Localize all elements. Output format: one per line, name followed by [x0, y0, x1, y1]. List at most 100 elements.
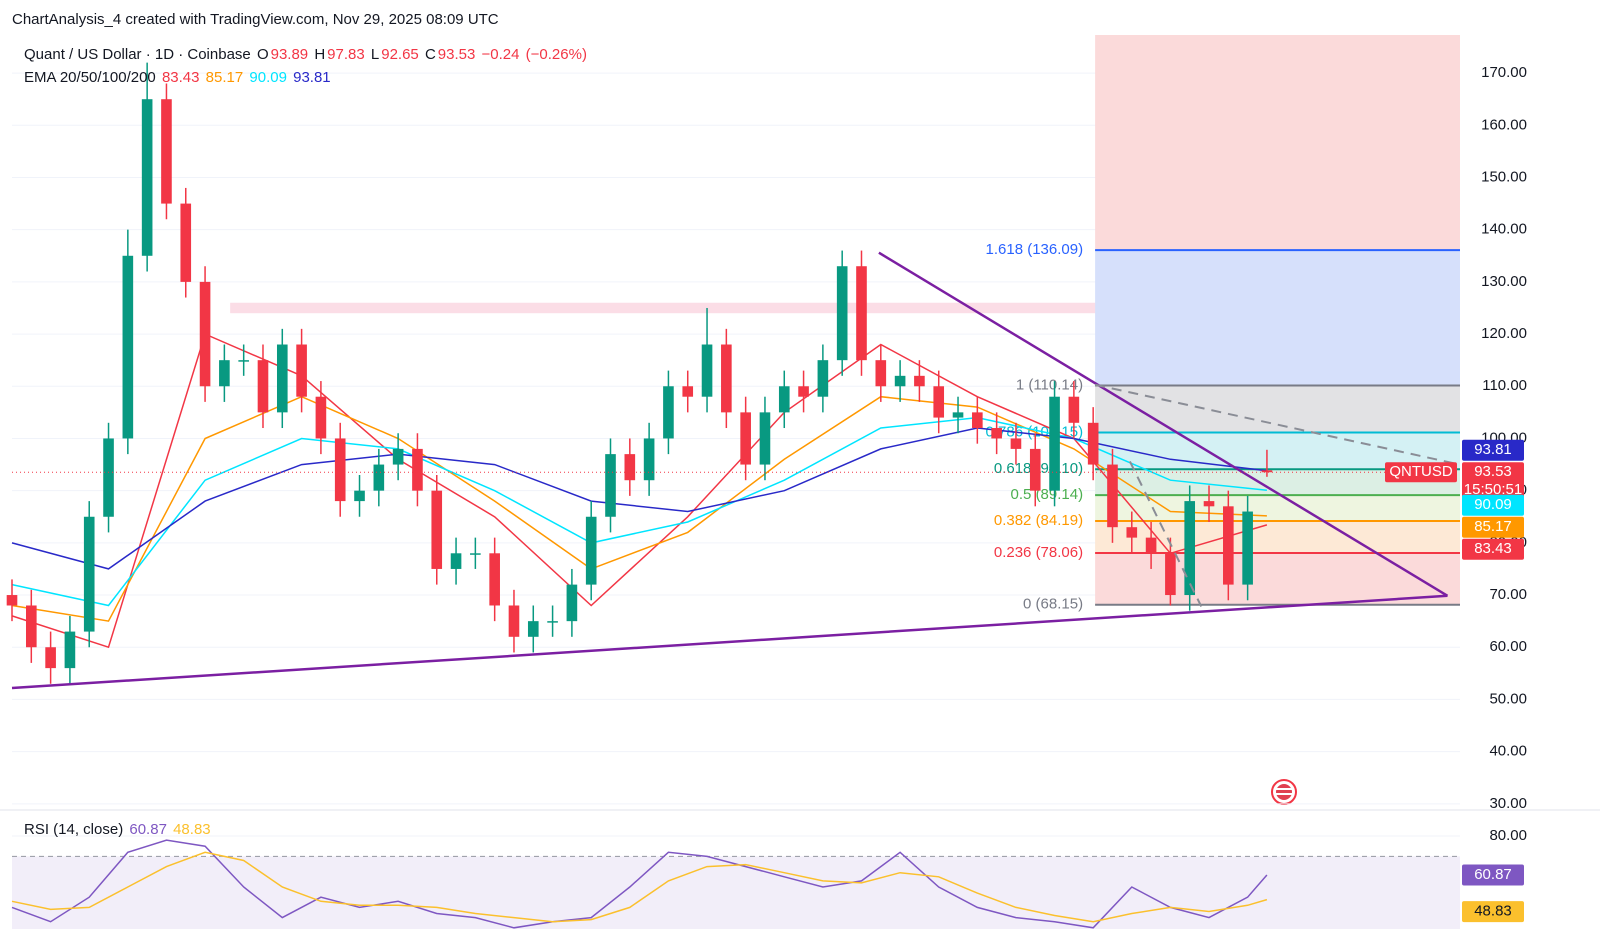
candle-body	[914, 375, 925, 387]
candle-body	[663, 386, 674, 439]
rsi-value-box	[1462, 901, 1524, 923]
y-tick-label: 130.00	[1481, 273, 1527, 290]
candle-body	[25, 605, 37, 648]
ohlc-value: 92.65	[381, 46, 419, 63]
y-tick-label: 40.00	[1489, 743, 1527, 760]
candle-body	[489, 553, 500, 606]
rsi-value-box	[1462, 864, 1524, 886]
candle-body	[1203, 501, 1215, 507]
ema-title: EMA 20/50/100/200	[24, 69, 156, 86]
candle-body	[894, 375, 906, 387]
y-tick-label: 110.00	[1482, 377, 1527, 394]
ohlc-key: H	[314, 46, 326, 63]
candle-body	[373, 464, 385, 491]
axis-value-label: 85.17	[1474, 518, 1512, 535]
candle-body	[238, 360, 249, 362]
candle-body	[1068, 396, 1080, 423]
candle-body	[547, 621, 558, 623]
ema-value: 93.81	[293, 69, 331, 86]
axis-value-box	[1462, 516, 1524, 538]
candle-body	[778, 386, 790, 413]
change: −0.24	[481, 46, 520, 63]
candle-body	[952, 412, 964, 418]
rsi-legend: RSI (14, close) 60.87 48.83	[24, 821, 213, 838]
candle-body	[122, 255, 134, 439]
ohlc-value: 97.83	[327, 46, 365, 63]
candle-body	[1010, 438, 1022, 449]
rsi-line	[11, 851, 1268, 923]
candle-body	[1126, 527, 1138, 538]
fib-band	[1095, 552, 1460, 605]
axis-value-box	[1462, 439, 1524, 461]
fib-band	[1095, 35, 1460, 251]
fib-label: 0.5 (89.14)	[1011, 486, 1084, 503]
candle-body	[470, 553, 481, 555]
candle-body	[450, 553, 462, 569]
rsi-value: 60.87	[129, 821, 167, 838]
axis-value-box	[1462, 538, 1524, 560]
fib-label: 0 (68.15)	[1023, 596, 1083, 613]
candle-body	[798, 386, 809, 397]
header: ChartAnalysis_4 created with TradingView…	[12, 11, 499, 28]
candle-body	[856, 266, 867, 361]
change-pct: (−0.26%)	[525, 46, 587, 63]
ohlc-value: 93.53	[437, 46, 476, 63]
candle-body	[759, 412, 771, 465]
candle-body	[585, 516, 597, 585]
candle-body	[296, 344, 307, 397]
candle-body	[740, 412, 751, 465]
rsi-value: 48.83	[173, 821, 211, 838]
y-tick-label: 30.00	[1489, 795, 1527, 812]
candle-body	[6, 595, 18, 606]
candle-body	[991, 428, 1002, 439]
fib-band	[1095, 250, 1460, 386]
ema-legend: EMA 20/50/100/200 83.43 85.17 90.09 93.8…	[24, 69, 333, 86]
y-tick-label: 140.00	[1481, 221, 1527, 238]
symbol-box	[1385, 462, 1457, 483]
fib-band	[1095, 385, 1460, 433]
axis-value-box	[1462, 462, 1524, 503]
fib-label: 0.236 (78.06)	[994, 544, 1083, 561]
candle-body	[1184, 501, 1196, 596]
y-tick-label: 150.00	[1481, 168, 1527, 185]
candle-body	[1223, 506, 1234, 585]
y-tick-label: 170.00	[1481, 64, 1527, 81]
ema-value: 90.09	[249, 69, 287, 86]
axis-value-box	[1462, 494, 1524, 516]
candle-body	[972, 412, 983, 429]
trendline	[1129, 460, 1203, 607]
trendline	[11, 594, 1448, 690]
candle-body	[161, 99, 172, 204]
candle-body	[276, 344, 288, 413]
axis-value-label: 93.81	[1474, 441, 1512, 458]
candle-body	[566, 584, 578, 622]
y-tick-label: 120.00	[1481, 325, 1527, 342]
ema-value: 85.17	[205, 69, 244, 86]
candle-body	[721, 344, 732, 413]
candle-body	[257, 360, 269, 413]
fib-label: 0.382 (84.19)	[994, 512, 1083, 529]
axis-value-label: 83.43	[1474, 540, 1512, 557]
symbol-label: QNTUSD	[1389, 463, 1453, 480]
candle-body	[315, 396, 327, 439]
fib-label: 1.618 (136.09)	[986, 241, 1084, 258]
symbol-legend: Quant / US Dollar · 1D · Coinbase O 93.89…	[24, 46, 589, 63]
candle-body	[180, 203, 192, 282]
flag-icon	[1271, 779, 1297, 805]
ohlc-key: O	[256, 46, 269, 63]
candle-body	[431, 490, 443, 569]
candle-body	[682, 386, 694, 397]
candle-body	[199, 281, 211, 387]
countdown: 15:50:51	[1464, 481, 1522, 498]
trendline	[1094, 383, 1461, 466]
candle-body	[1261, 470, 1273, 473]
candle-body	[1087, 422, 1099, 465]
candle-body	[1145, 537, 1157, 554]
fib-band	[1095, 495, 1460, 521]
y-tick-label: 60.00	[1489, 638, 1527, 655]
candle-body	[701, 344, 713, 397]
candle-body	[875, 360, 887, 387]
candle-body	[1029, 448, 1041, 491]
